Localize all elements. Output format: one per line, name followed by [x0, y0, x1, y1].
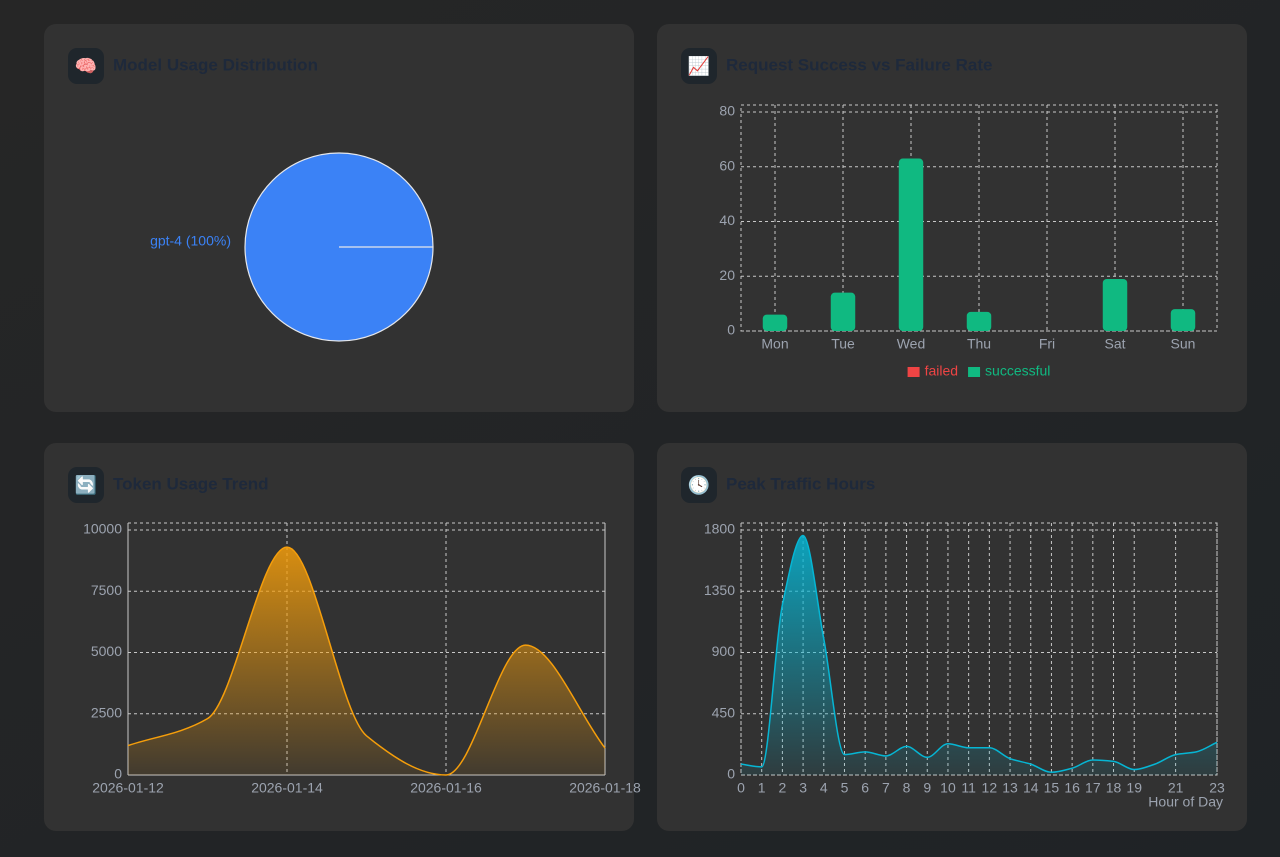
y-tick-label: 2500 — [91, 704, 122, 720]
x-tick-label: Wed — [897, 336, 926, 352]
x-tick-label: 1 — [758, 780, 766, 796]
card-title: Model Usage Distribution — [113, 55, 318, 74]
legend: failed successful — [907, 363, 1050, 379]
x-tick-label: 10 — [940, 780, 956, 796]
x-tick-label: 15 — [1044, 780, 1060, 796]
x-tick-label: 5 — [841, 780, 849, 796]
x-tick-label: 19 — [1126, 780, 1142, 796]
y-tick-label: 60 — [719, 157, 735, 173]
x-tick-label: 13 — [1002, 780, 1018, 796]
x-tick-label: 21 — [1168, 780, 1184, 796]
area-fill — [741, 535, 1217, 775]
card — [657, 24, 1247, 412]
x-tick-label: 17 — [1085, 780, 1101, 796]
plot-border — [740, 104, 1218, 332]
x-tick-label: 0 — [737, 780, 745, 796]
y-tick-label: 7500 — [91, 582, 122, 598]
legend-swatch — [907, 367, 920, 377]
y-tick-label: 900 — [712, 643, 736, 659]
x-tick-label: Tue — [831, 336, 855, 352]
y-tick-label: 10000 — [83, 521, 122, 537]
y-tick-label: 40 — [719, 212, 735, 228]
y-tick-label: 0 — [114, 766, 122, 782]
card-icon: 🔄 — [75, 474, 97, 495]
x-tick-label: 14 — [1023, 780, 1039, 796]
bar — [762, 314, 788, 331]
bar — [830, 292, 856, 331]
x-tick-label: 2026-01-18 — [569, 780, 641, 796]
x-tick-label: 11 — [961, 780, 976, 796]
x-tick-label: Sat — [1104, 336, 1125, 352]
card-title: Token Usage Trend — [113, 474, 269, 493]
x-tick-label: 2026-01-16 — [410, 780, 482, 796]
line — [127, 546, 606, 776]
y-tick-label: 1800 — [704, 521, 735, 537]
card-icon-box — [681, 48, 717, 84]
legend-label: successful — [985, 363, 1050, 379]
card-icon: 🕓 — [688, 474, 710, 495]
x-tick-label: 12 — [982, 780, 998, 796]
y-tick-label: 0 — [727, 766, 735, 782]
y-tick-label: 0 — [727, 322, 735, 338]
x-tick-label: Thu — [967, 336, 991, 352]
x-axis-label: Hour of Day — [1148, 794, 1223, 810]
y-tick-label: 80 — [719, 103, 735, 119]
card-icon-box — [681, 467, 717, 503]
area-fill — [128, 547, 605, 775]
x-tick-label: 2026-01-12 — [92, 780, 164, 796]
card-title: Peak Traffic Hours — [726, 474, 875, 493]
card-icon-box — [68, 48, 104, 84]
x-tick-label: 3 — [799, 780, 807, 796]
x-tick-label: 9 — [923, 780, 931, 796]
x-tick-label: 18 — [1106, 780, 1122, 796]
bar — [1102, 278, 1128, 331]
x-tick-label: 16 — [1064, 780, 1080, 796]
x-tick-label: Fri — [1039, 336, 1055, 352]
x-tick-label: 2 — [778, 780, 786, 796]
y-tick-label: 1350 — [704, 582, 735, 598]
legend-label: failed — [925, 363, 958, 379]
x-tick-label: 4 — [820, 780, 828, 796]
card-title: Request Success vs Failure Rate — [726, 55, 992, 74]
y-tick-label: 5000 — [91, 643, 122, 659]
slice-label: gpt-4 (100%) — [150, 233, 231, 249]
bar — [898, 158, 924, 331]
x-tick-label: Mon — [761, 336, 788, 352]
line — [740, 534, 1218, 774]
x-tick-label: 6 — [861, 780, 869, 796]
x-tick-label: 23 — [1209, 780, 1225, 796]
legend-swatch — [968, 367, 981, 377]
x-tick-label: 2026-01-14 — [251, 780, 323, 796]
x-tick-label: 8 — [903, 780, 911, 796]
y-tick-label: 450 — [712, 704, 736, 720]
bar — [966, 311, 992, 331]
bar — [1170, 309, 1196, 331]
card-icon: 📈 — [688, 55, 710, 76]
pie-slice — [244, 152, 434, 342]
x-tick-label: 7 — [882, 780, 890, 796]
y-tick-label: 20 — [719, 267, 735, 283]
card-icon: 🧠 — [75, 56, 97, 76]
x-tick-label: Sun — [1171, 336, 1196, 352]
card-icon-box — [68, 467, 104, 503]
